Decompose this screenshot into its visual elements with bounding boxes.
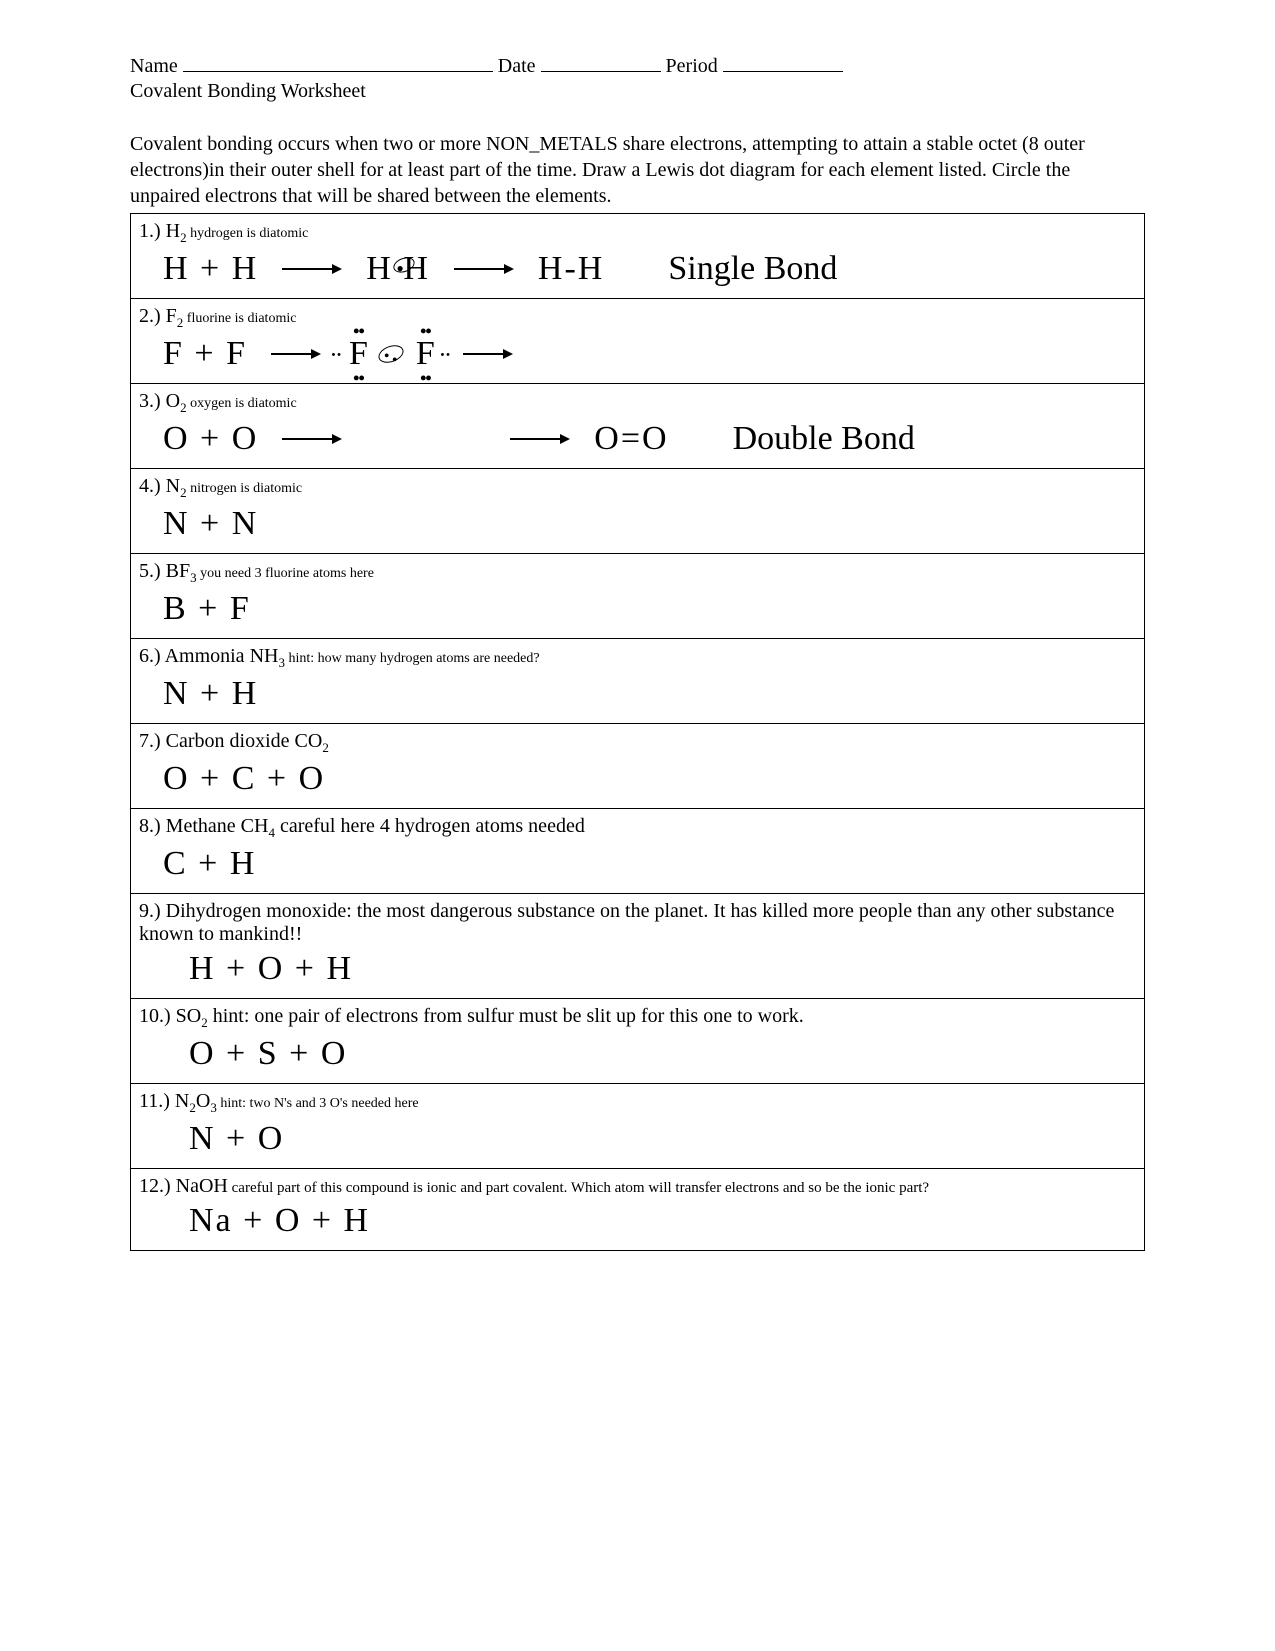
arrow-icon bbox=[463, 344, 513, 364]
problem-8: 8.) Methane CH4 careful here 4 hydrogen … bbox=[131, 809, 1145, 894]
result-text: H-H bbox=[538, 250, 604, 288]
formula-sub: 2 bbox=[322, 740, 329, 755]
equation-text: N + O bbox=[189, 1120, 284, 1158]
bond-label: Double Bond bbox=[733, 420, 915, 458]
formula-text: NaOH bbox=[176, 1175, 228, 1197]
equation-text: N + N bbox=[163, 505, 258, 543]
arrow-icon bbox=[271, 344, 321, 364]
problem-hint: careful part of this compound is ionic a… bbox=[228, 1180, 929, 1196]
problem-number: 1.) bbox=[139, 220, 161, 242]
intro-paragraph: Covalent bonding occurs when two or more… bbox=[130, 131, 1145, 209]
formula-text: CO bbox=[295, 730, 323, 752]
problems-table: 1.) H2 hydrogen is diatomic H + H H H • … bbox=[130, 213, 1145, 1251]
problem-number: 6.) bbox=[139, 645, 161, 667]
formula-text: BF bbox=[166, 560, 190, 582]
problem-hint: oxygen is diatomic bbox=[187, 396, 297, 411]
equation-text: F + F bbox=[163, 335, 247, 373]
formula-text: N bbox=[166, 475, 180, 497]
formula-text: CH bbox=[241, 815, 269, 837]
problem-9: 9.) Dihydrogen monoxide: the most danger… bbox=[131, 894, 1145, 999]
equation-text: B + F bbox=[163, 590, 251, 628]
problem-7: 7.) Carbon dioxide CO2 O + C + O bbox=[131, 724, 1145, 809]
problem-10: 10.) SO2 hint: one pair of electrons fro… bbox=[131, 999, 1145, 1084]
period-blank[interactable] bbox=[723, 50, 843, 72]
problem-number: 5.) bbox=[139, 560, 166, 582]
problem-2: 2.) F2 fluorine is diatomic F + F ••••: … bbox=[131, 299, 1145, 384]
formula-text: O bbox=[166, 390, 180, 412]
compound-name: Carbon dioxide bbox=[161, 730, 295, 752]
problem-number: 11.) bbox=[139, 1090, 175, 1112]
problem-11: 11.) N2O3 hint: two N's and 3 O's needed… bbox=[131, 1084, 1145, 1169]
equation-text: O + C + O bbox=[163, 760, 325, 798]
arrow-icon bbox=[454, 259, 514, 279]
problem-hint: hydrogen is diatomic bbox=[187, 226, 309, 241]
arrow-icon bbox=[282, 429, 342, 449]
period-label: Period bbox=[666, 55, 718, 77]
compound-name: Ammonia bbox=[161, 645, 250, 667]
problem-hint: fluorine is diatomic bbox=[183, 311, 296, 326]
problem-number: 9.) bbox=[139, 900, 161, 922]
problem-12: 12.) NaOH careful part of this compound … bbox=[131, 1169, 1145, 1251]
formula-text: H bbox=[166, 220, 180, 242]
problem-hint: you need 3 fluorine atoms here bbox=[197, 566, 374, 581]
problem-number: 3.) bbox=[139, 390, 161, 412]
arrow-icon bbox=[282, 259, 342, 279]
worksheet-subtitle: Covalent Bonding Worksheet bbox=[130, 80, 1145, 103]
equation-text: C + H bbox=[163, 845, 256, 883]
arrow-icon bbox=[510, 429, 570, 449]
lewis-fluorine: ••••: F • • ••••: F bbox=[345, 335, 439, 373]
equation-text: H + O + H bbox=[189, 950, 353, 988]
problem-number: 2.) bbox=[139, 305, 161, 327]
equation-text: H + H bbox=[163, 250, 258, 288]
problem-number: 7.) bbox=[139, 730, 161, 752]
problem-hint: hint: how many hydrogen atoms are needed… bbox=[285, 651, 540, 666]
problem-3: 3.) O2 oxygen is diatomic O + O O=O Doub… bbox=[131, 384, 1145, 469]
problem-number: 8.) bbox=[139, 815, 166, 837]
problem-1: 1.) H2 hydrogen is diatomic H + H H H • … bbox=[131, 214, 1145, 299]
name-blank[interactable] bbox=[183, 50, 493, 72]
compound-name: SO bbox=[171, 1005, 202, 1027]
formula-text-2: O bbox=[196, 1090, 210, 1112]
compound-name: Methane bbox=[166, 815, 241, 837]
problem-hint: hint: one pair of electrons from sulfur … bbox=[208, 1005, 804, 1027]
problem-5: 5.) BF3 you need 3 fluorine atoms here B… bbox=[131, 554, 1145, 639]
lewis-middle: H H • bbox=[366, 250, 430, 288]
formula-text: F bbox=[166, 305, 177, 327]
problem-number: 12.) bbox=[139, 1175, 176, 1197]
equation-text: O + O bbox=[163, 420, 258, 458]
date-blank[interactable] bbox=[541, 50, 661, 72]
bond-label: Single Bond bbox=[668, 250, 837, 288]
problem-hint: careful here 4 hydrogen atoms needed bbox=[275, 815, 585, 837]
problem-number: 10.) bbox=[139, 1005, 171, 1027]
result-text: O=O bbox=[594, 420, 668, 458]
problem-hint: hint: two N's and 3 O's needed here bbox=[217, 1096, 419, 1111]
equation-text: O + S + O bbox=[189, 1035, 347, 1073]
problem-full-label: Dihydrogen monoxide: the most dangerous … bbox=[139, 900, 1114, 945]
equation-text: Na + O + H bbox=[189, 1202, 370, 1240]
problem-4: 4.) N2 nitrogen is diatomic N + N bbox=[131, 469, 1145, 554]
worksheet-header: Name Date Period bbox=[130, 50, 1145, 78]
problem-hint: nitrogen is diatomic bbox=[187, 481, 302, 496]
formula-text: NH bbox=[250, 645, 279, 667]
formula-text: N bbox=[175, 1090, 189, 1112]
date-label: Date bbox=[498, 55, 536, 77]
name-label: Name bbox=[130, 55, 178, 77]
problem-number: 4.) bbox=[139, 475, 166, 497]
equation-text: N + H bbox=[163, 675, 258, 713]
problem-6: 6.) Ammonia NH3 hint: how many hydrogen … bbox=[131, 639, 1145, 724]
